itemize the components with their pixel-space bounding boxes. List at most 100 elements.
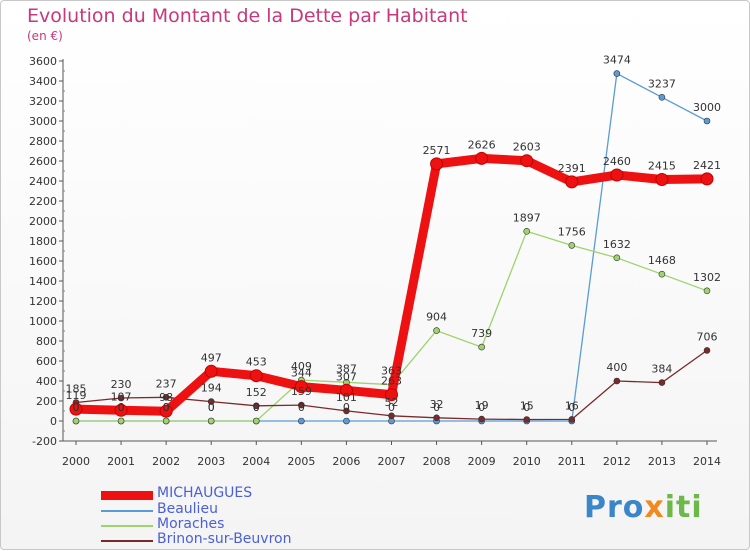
data-label: 3000 — [693, 101, 721, 114]
legend-swatch — [101, 510, 153, 512]
data-point — [523, 228, 531, 235]
data-label: 387 — [336, 362, 357, 375]
data-label: 904 — [426, 311, 447, 324]
chart-title: Evolution du Montant de la Dette par Hab… — [27, 5, 468, 27]
data-point — [610, 168, 624, 182]
data-label: 98 — [159, 391, 173, 404]
data-point — [162, 393, 170, 401]
data-label: 3474 — [603, 54, 631, 67]
data-label: 52 — [385, 396, 399, 409]
data-label: 159 — [291, 385, 312, 398]
x-tick-label: 2011 — [558, 455, 586, 468]
data-point — [162, 417, 170, 425]
data-point — [159, 404, 173, 418]
data-point — [655, 173, 669, 186]
data-label: 344 — [291, 367, 312, 380]
data-point — [343, 417, 350, 425]
data-label: 1756 — [558, 225, 586, 238]
data-point — [703, 347, 711, 354]
data-label: 307 — [336, 370, 357, 383]
data-label: 497 — [201, 351, 222, 364]
y-tick-label: 2800 — [29, 135, 57, 148]
data-point — [478, 343, 485, 351]
y-tick-label: 1600 — [29, 255, 57, 268]
y-tick-label: 3400 — [29, 75, 57, 88]
legend-swatch — [101, 525, 153, 527]
data-label: 2626 — [468, 138, 496, 151]
data-label: 32 — [430, 398, 444, 411]
data-point — [294, 380, 308, 394]
data-point — [339, 383, 353, 397]
data-point — [703, 287, 711, 295]
data-point — [613, 377, 621, 385]
data-label: 237 — [156, 377, 177, 390]
y-tick-label: 800 — [36, 335, 57, 348]
proxiti-logo: Proxiti — [584, 490, 703, 525]
legend-label: Beaulieu — [157, 501, 218, 517]
data-label: 3237 — [648, 77, 676, 90]
y-tick-label: 3000 — [29, 115, 57, 128]
x-tick-label: 2008 — [423, 455, 451, 468]
y-tick-label: 200 — [36, 395, 57, 408]
data-label: 0 — [388, 401, 395, 414]
data-label: 0 — [73, 401, 80, 414]
y-tick-label: 1400 — [29, 275, 57, 288]
data-label: 2603 — [513, 141, 541, 154]
x-tick-label: 2000 — [62, 455, 90, 468]
data-label: 16 — [565, 399, 579, 412]
data-point — [520, 154, 534, 168]
data-label: 453 — [246, 356, 267, 369]
x-tick-label: 2004 — [242, 455, 270, 468]
x-tick-label: 2005 — [287, 455, 315, 468]
data-point — [204, 364, 218, 378]
data-label: 739 — [471, 327, 492, 340]
data-label: 0 — [208, 401, 215, 414]
data-label: 152 — [246, 386, 267, 399]
y-tick-label: 1800 — [29, 235, 57, 248]
data-point — [249, 369, 263, 383]
legend-label: Moraches — [157, 516, 225, 532]
data-label: 0 — [478, 401, 485, 414]
data-point — [72, 417, 80, 425]
data-point — [613, 254, 621, 262]
data-point — [252, 417, 260, 425]
data-point — [343, 407, 350, 415]
data-point — [613, 70, 621, 77]
data-label: 119 — [66, 389, 87, 402]
data-label: 0 — [73, 401, 80, 414]
y-tick-label: 1200 — [29, 295, 57, 308]
data-label: 185 — [66, 383, 87, 396]
data-label: 0 — [208, 401, 215, 414]
data-label: 1468 — [648, 254, 676, 267]
data-label: 1897 — [513, 211, 541, 224]
y-tick-label: 400 — [36, 375, 57, 388]
data-label: 1632 — [603, 238, 631, 251]
data-point — [430, 157, 444, 171]
data-label: 101 — [336, 391, 357, 404]
data-point — [69, 402, 83, 416]
data-label: 0 — [343, 401, 350, 414]
legend-label: Brinon-sur-Beuvron — [157, 531, 292, 547]
data-point — [703, 117, 711, 125]
data-label: 263 — [381, 375, 402, 388]
data-label: 0 — [253, 401, 260, 414]
data-point — [252, 402, 260, 410]
y-tick-label: 2600 — [29, 155, 57, 168]
x-tick-label: 2013 — [648, 455, 676, 468]
data-label: 0 — [298, 401, 305, 414]
data-point — [207, 398, 215, 405]
data-label: 0 — [163, 401, 170, 414]
x-tick-label: 2002 — [152, 455, 180, 468]
data-label: 0 — [118, 401, 125, 414]
legend-swatch — [101, 491, 153, 500]
data-label: 384 — [651, 363, 672, 376]
data-point — [478, 415, 485, 423]
data-label: 400 — [606, 361, 627, 374]
y-tick-label: 3600 — [29, 55, 57, 68]
y-tick-label: 3200 — [29, 95, 57, 108]
data-point — [117, 394, 125, 402]
data-point — [658, 94, 666, 101]
data-label: 1302 — [693, 271, 721, 284]
data-point — [700, 172, 714, 186]
